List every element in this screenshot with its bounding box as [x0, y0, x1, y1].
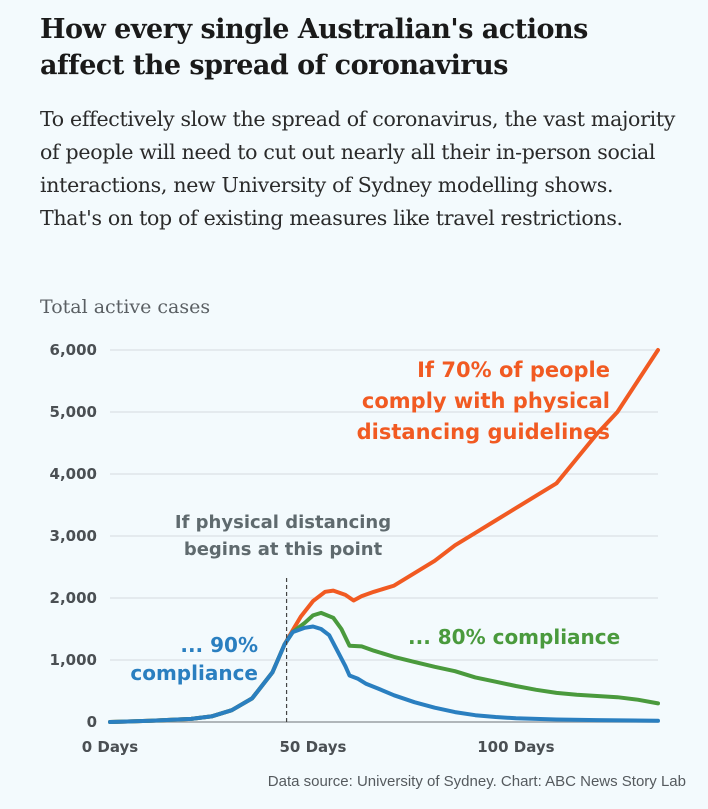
series-label-line: distancing guidelines [357, 420, 610, 444]
series-line-90-compliance [108, 624, 660, 724]
x-tick-label: 0 Days [82, 738, 139, 756]
y-tick-label: 3,000 [50, 527, 97, 545]
series-label-line: If 70% of people [417, 358, 610, 382]
y-tick-label: 2,000 [50, 589, 97, 607]
y-tick-label: 4,000 [50, 465, 97, 483]
marker-label-line: If physical distancing [175, 512, 391, 533]
page-title: How every single Australian's actions af… [40, 14, 588, 81]
y-axis-label: Total active cases [40, 296, 211, 318]
data-source-note: Data source: University of Sydney. Chart… [267, 773, 686, 790]
x-tick-label: 50 Days [280, 738, 347, 756]
series-label-line: comply with physical [362, 389, 610, 413]
y-tick-label: 5,000 [50, 403, 97, 421]
y-tick-label: 1,000 [50, 651, 97, 669]
series-label-line: compliance [130, 661, 258, 685]
x-axis-ticks: 0 Days 50 Days 100 Days [82, 738, 555, 756]
x-tick-label: 100 Days [477, 738, 554, 756]
y-axis-ticks: 0 1,000 2,000 3,000 4,000 5,000 6,000 [50, 341, 97, 731]
chart-series [108, 348, 660, 724]
series-label-line: ... 80% compliance [408, 625, 620, 649]
chart-annotations: If 70% of people comply with physical dist… [130, 358, 620, 685]
series-label-line: ... 90% [180, 633, 258, 657]
distancing-marker: If physical distancing begins at this poi… [175, 512, 391, 722]
page-subtitle: To effectively slow the spread of corona… [40, 107, 676, 230]
marker-label-line: begins at this point [184, 539, 383, 560]
y-tick-label: 6,000 [50, 341, 97, 359]
y-tick-label: 0 [87, 713, 97, 731]
